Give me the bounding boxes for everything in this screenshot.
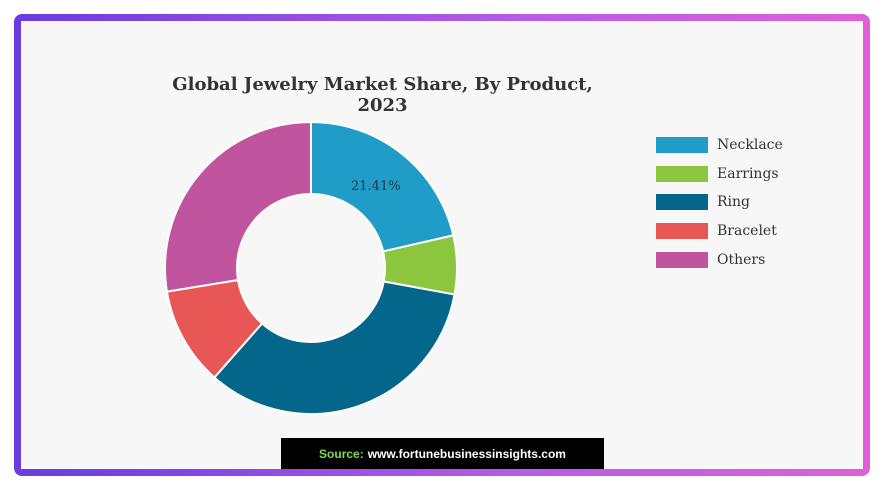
legend-item-others[interactable]: Others: [656, 245, 826, 274]
legend-item-ring[interactable]: Ring: [656, 188, 826, 217]
legend-item-necklace[interactable]: Necklace: [656, 131, 826, 160]
legend-swatch: [656, 194, 708, 211]
chart-legend: Necklace Earrings Ring Bracelet Others: [656, 131, 826, 274]
legend-swatch: [656, 165, 708, 182]
legend-swatch: [656, 137, 708, 154]
slice-ring[interactable]: [212, 280, 456, 415]
source-url[interactable]: www.fortunebusinessinsights.com: [367, 446, 566, 461]
legend-swatch: [656, 223, 708, 240]
source-bar: Source: www.fortunebusinessinsights.com: [281, 438, 604, 469]
legend-item-earrings[interactable]: Earrings: [656, 160, 826, 189]
legend-label: Bracelet: [717, 223, 777, 240]
legend-label: Ring: [717, 194, 750, 211]
legend-label: Earrings: [717, 165, 779, 182]
data-label-necklace: 21.41%: [351, 179, 401, 194]
source-label: Source:: [319, 446, 364, 461]
slice-others[interactable]: [164, 120, 312, 293]
slice-necklace[interactable]: [310, 120, 455, 253]
legend-item-bracelet[interactable]: Bracelet: [656, 217, 826, 246]
legend-label: Others: [717, 251, 766, 268]
chart-title: Global Jewelry Market Share, By Product,…: [172, 74, 593, 116]
legend-label: Necklace: [717, 137, 783, 154]
legend-swatch: [656, 251, 708, 268]
